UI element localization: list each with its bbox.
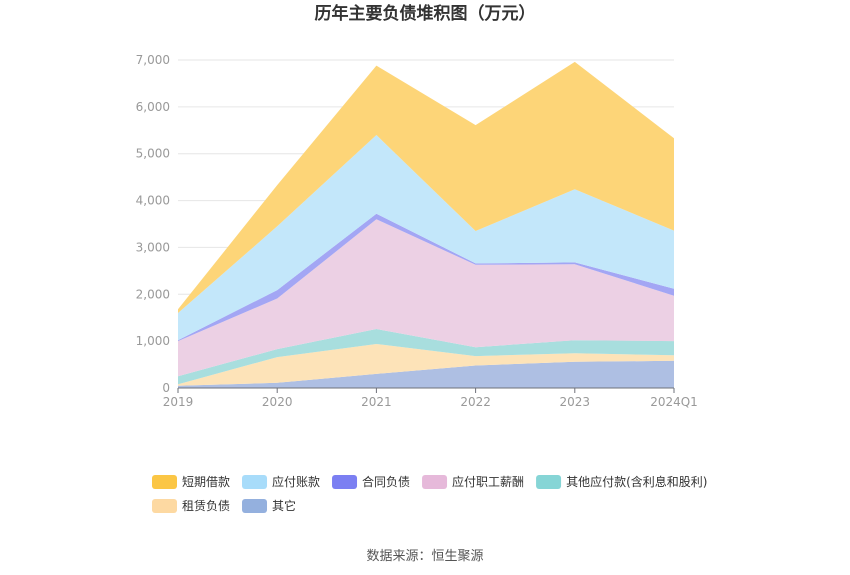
legend-label: 其他应付款(含利息和股利) — [566, 474, 707, 489]
legend-label: 应付职工薪酬 — [452, 474, 524, 489]
area-series — [178, 61, 674, 388]
legend-label: 租赁负债 — [182, 499, 230, 513]
x-tick-label: 2023 — [560, 395, 591, 409]
legend-item[interactable]: 应付账款 — [242, 474, 320, 489]
data-source: 数据来源：恒生聚源 — [366, 549, 483, 564]
y-tick-label: 2,000 — [136, 287, 170, 301]
legend-swatch — [242, 499, 268, 513]
legend-swatch — [536, 475, 562, 489]
y-tick-label: 1,000 — [136, 334, 170, 348]
legend-label: 应付账款 — [272, 474, 320, 489]
legend-swatch — [242, 475, 268, 489]
legend-item[interactable]: 其它 — [242, 498, 296, 513]
legend-item[interactable]: 合同负债 — [332, 474, 410, 489]
legend: 短期借款 应付账款 合同负债 应付职工薪酬 其他应付款(含利息和股利) 租赁负债 其它 — [152, 474, 707, 513]
area-短期借款 — [178, 61, 674, 314]
area-租赁负债 — [178, 344, 674, 386]
legend-swatch — [152, 475, 177, 489]
legend-item[interactable]: 租赁负债 — [152, 499, 230, 513]
y-tick-label: 7,000 — [136, 53, 170, 67]
area-合同负债 — [178, 213, 674, 342]
x-tick-label: 2020 — [262, 395, 293, 409]
y-tick-label: 6,000 — [136, 100, 170, 114]
legend-swatch — [332, 475, 358, 489]
legend-item[interactable]: 短期借款 — [152, 475, 230, 489]
legend-item[interactable]: 应付职工薪酬 — [422, 474, 524, 489]
y-tick-label: 4,000 — [136, 194, 170, 208]
legend-item[interactable]: 其他应付款(含利息和股利) — [536, 474, 707, 489]
legend-swatch — [422, 475, 448, 489]
area-其他应付款(含利息和股利) — [178, 329, 674, 385]
chart-title: 历年主要负债堆积图（万元） — [315, 3, 536, 24]
x-tick-label: 2019 — [163, 395, 194, 409]
x-tick-label: 2021 — [361, 395, 392, 409]
legend-swatch — [152, 499, 177, 513]
axes: 0 1,000 2,000 3,000 4,000 5,000 6,000 7,000 2019… — [136, 53, 698, 409]
area-应付职工薪酬 — [178, 219, 674, 377]
legend-label: 短期借款 — [182, 475, 230, 489]
area-应付账款 — [178, 135, 674, 341]
x-tick-label: 2022 — [460, 395, 491, 409]
area-其它 — [178, 360, 674, 388]
y-tick-label: 5,000 — [136, 147, 170, 161]
y-tick-label: 0 — [162, 381, 170, 395]
x-tick-label: 2024Q1 — [650, 395, 698, 409]
legend-label: 其它 — [272, 498, 296, 513]
legend-label: 合同负债 — [362, 474, 410, 489]
y-tick-label: 3,000 — [136, 240, 170, 254]
